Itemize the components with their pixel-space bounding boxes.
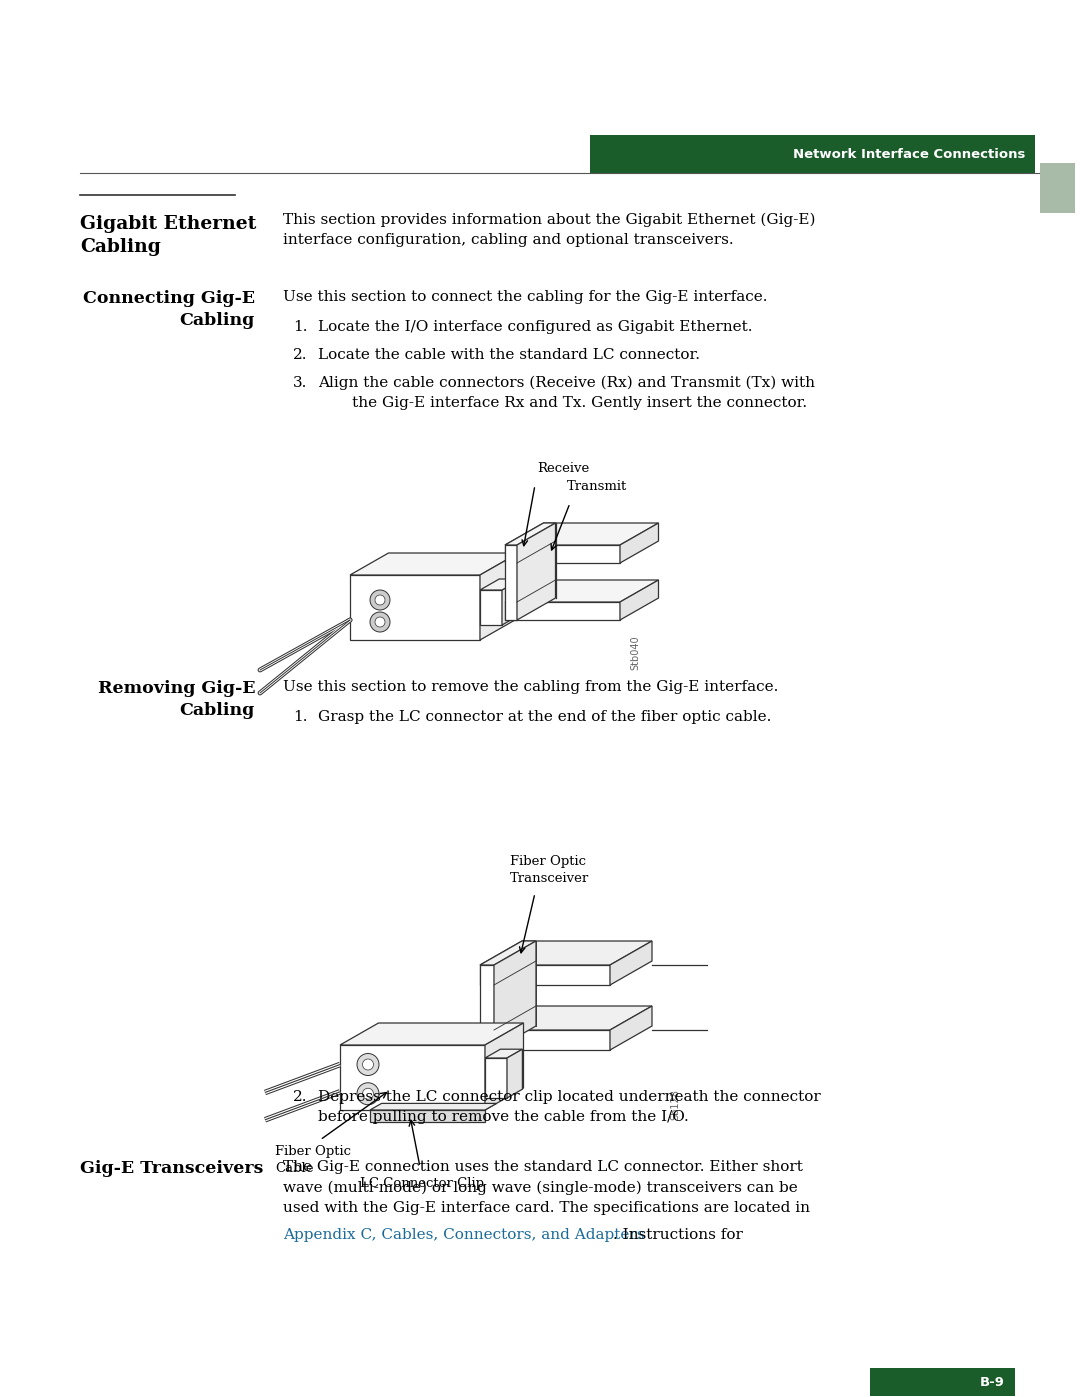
Text: Fiber Optic
Transceiver: Fiber Optic Transceiver <box>510 855 590 886</box>
Polygon shape <box>505 545 517 620</box>
Polygon shape <box>505 580 659 602</box>
Polygon shape <box>480 942 536 965</box>
Polygon shape <box>517 522 555 620</box>
Text: B-9: B-9 <box>981 1376 1005 1389</box>
Polygon shape <box>485 1058 507 1098</box>
Polygon shape <box>480 942 652 965</box>
Polygon shape <box>610 942 652 985</box>
Polygon shape <box>485 1023 524 1111</box>
Text: 3.: 3. <box>293 376 308 390</box>
Circle shape <box>375 617 384 627</box>
Circle shape <box>375 595 384 605</box>
Text: Fiber Optic
Cable: Fiber Optic Cable <box>275 1146 351 1175</box>
Polygon shape <box>485 1049 523 1058</box>
Text: Gig-E Transceivers: Gig-E Transceivers <box>80 1160 264 1178</box>
Bar <box>1040 163 1075 212</box>
Circle shape <box>357 1053 379 1076</box>
Polygon shape <box>350 553 518 576</box>
Text: 1.: 1. <box>293 320 308 334</box>
Text: Locate the I/O interface configured as Gigabit Ethernet.: Locate the I/O interface configured as G… <box>318 320 753 334</box>
Circle shape <box>357 1083 379 1105</box>
Text: 2.: 2. <box>293 348 308 362</box>
Polygon shape <box>350 576 480 640</box>
Polygon shape <box>480 553 518 640</box>
Polygon shape <box>340 1045 485 1111</box>
Polygon shape <box>480 578 522 590</box>
Text: Connecting Gig-E
Cabling: Connecting Gig-E Cabling <box>83 291 255 328</box>
Text: Gigabit Ethernet
Cabling: Gigabit Ethernet Cabling <box>80 215 256 256</box>
Polygon shape <box>494 942 536 1051</box>
Text: This section provides information about the Gigabit Ethernet (Gig-E)
interface c: This section provides information about … <box>283 212 815 247</box>
Polygon shape <box>370 1104 497 1111</box>
Text: Depress the LC connector clip located underneath the connector
before pulling to: Depress the LC connector clip located un… <box>318 1090 821 1125</box>
Polygon shape <box>610 1006 652 1051</box>
Polygon shape <box>480 1006 652 1030</box>
Polygon shape <box>480 1030 610 1051</box>
Polygon shape <box>505 522 555 545</box>
Text: 2.: 2. <box>293 1090 308 1104</box>
Polygon shape <box>480 965 610 985</box>
Text: Grasp the LC connector at the end of the fiber optic cable.: Grasp the LC connector at the end of the… <box>318 710 771 724</box>
Bar <box>870 1368 1015 1396</box>
Text: Transmit: Transmit <box>567 481 627 493</box>
Polygon shape <box>502 578 522 624</box>
Text: Receive: Receive <box>537 462 590 475</box>
Text: Align the cable connectors (Receive (Rx) and Transmit (Tx) with
       the Gig-E: Align the cable connectors (Receive (Rx)… <box>318 376 815 411</box>
Text: Sb128: Sb128 <box>670 1090 680 1120</box>
Text: Removing Gig-E
Cabling: Removing Gig-E Cabling <box>97 680 255 718</box>
Polygon shape <box>505 602 620 620</box>
Text: The Gig-E connection uses the standard LC connector. Either short
wave (multi-mo: The Gig-E connection uses the standard L… <box>283 1160 810 1215</box>
Text: Stb040: Stb040 <box>630 636 640 671</box>
Text: Appendix C, Cables, Connectors, and Adapters: Appendix C, Cables, Connectors, and Adap… <box>283 1228 645 1242</box>
Polygon shape <box>340 1023 524 1045</box>
Polygon shape <box>620 580 659 620</box>
Text: Use this section to remove the cabling from the Gig-E interface.: Use this section to remove the cabling f… <box>283 680 779 694</box>
Circle shape <box>363 1088 374 1099</box>
Text: Use this section to connect the cabling for the Gig-E interface.: Use this section to connect the cabling … <box>283 291 768 305</box>
Text: LC Connector Clip: LC Connector Clip <box>360 1178 484 1190</box>
Text: Network Interface Connections: Network Interface Connections <box>793 148 1025 161</box>
Circle shape <box>370 612 390 631</box>
Polygon shape <box>505 522 659 545</box>
Polygon shape <box>370 1111 485 1122</box>
Polygon shape <box>620 522 659 563</box>
Text: Locate the cable with the standard LC connector.: Locate the cable with the standard LC co… <box>318 348 700 362</box>
Polygon shape <box>480 965 494 1051</box>
Bar <box>590 136 1035 173</box>
Text: . Instructions for: . Instructions for <box>613 1228 743 1242</box>
Circle shape <box>363 1059 374 1070</box>
Circle shape <box>370 590 390 610</box>
Polygon shape <box>507 1049 523 1098</box>
Polygon shape <box>480 590 502 624</box>
Polygon shape <box>505 545 620 563</box>
Text: 1.: 1. <box>293 710 308 724</box>
